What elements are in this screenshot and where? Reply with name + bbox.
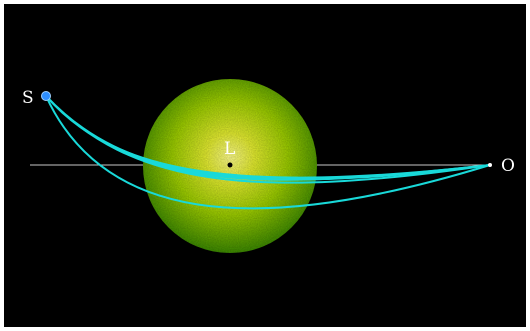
- observer-dot: [488, 163, 492, 167]
- light-ray-5: [45, 95, 491, 210]
- lens-label: L: [224, 139, 235, 159]
- light-ray-4: [45, 95, 491, 181]
- lensing-diagram: S L O: [22, 79, 515, 253]
- observer-label: O: [501, 156, 515, 176]
- light-rays: [45, 95, 491, 210]
- lens-center-dot: [227, 162, 233, 168]
- source-label: S: [22, 88, 34, 108]
- source-dot: [41, 91, 51, 101]
- diagram-frame: S L O: [4, 4, 526, 327]
